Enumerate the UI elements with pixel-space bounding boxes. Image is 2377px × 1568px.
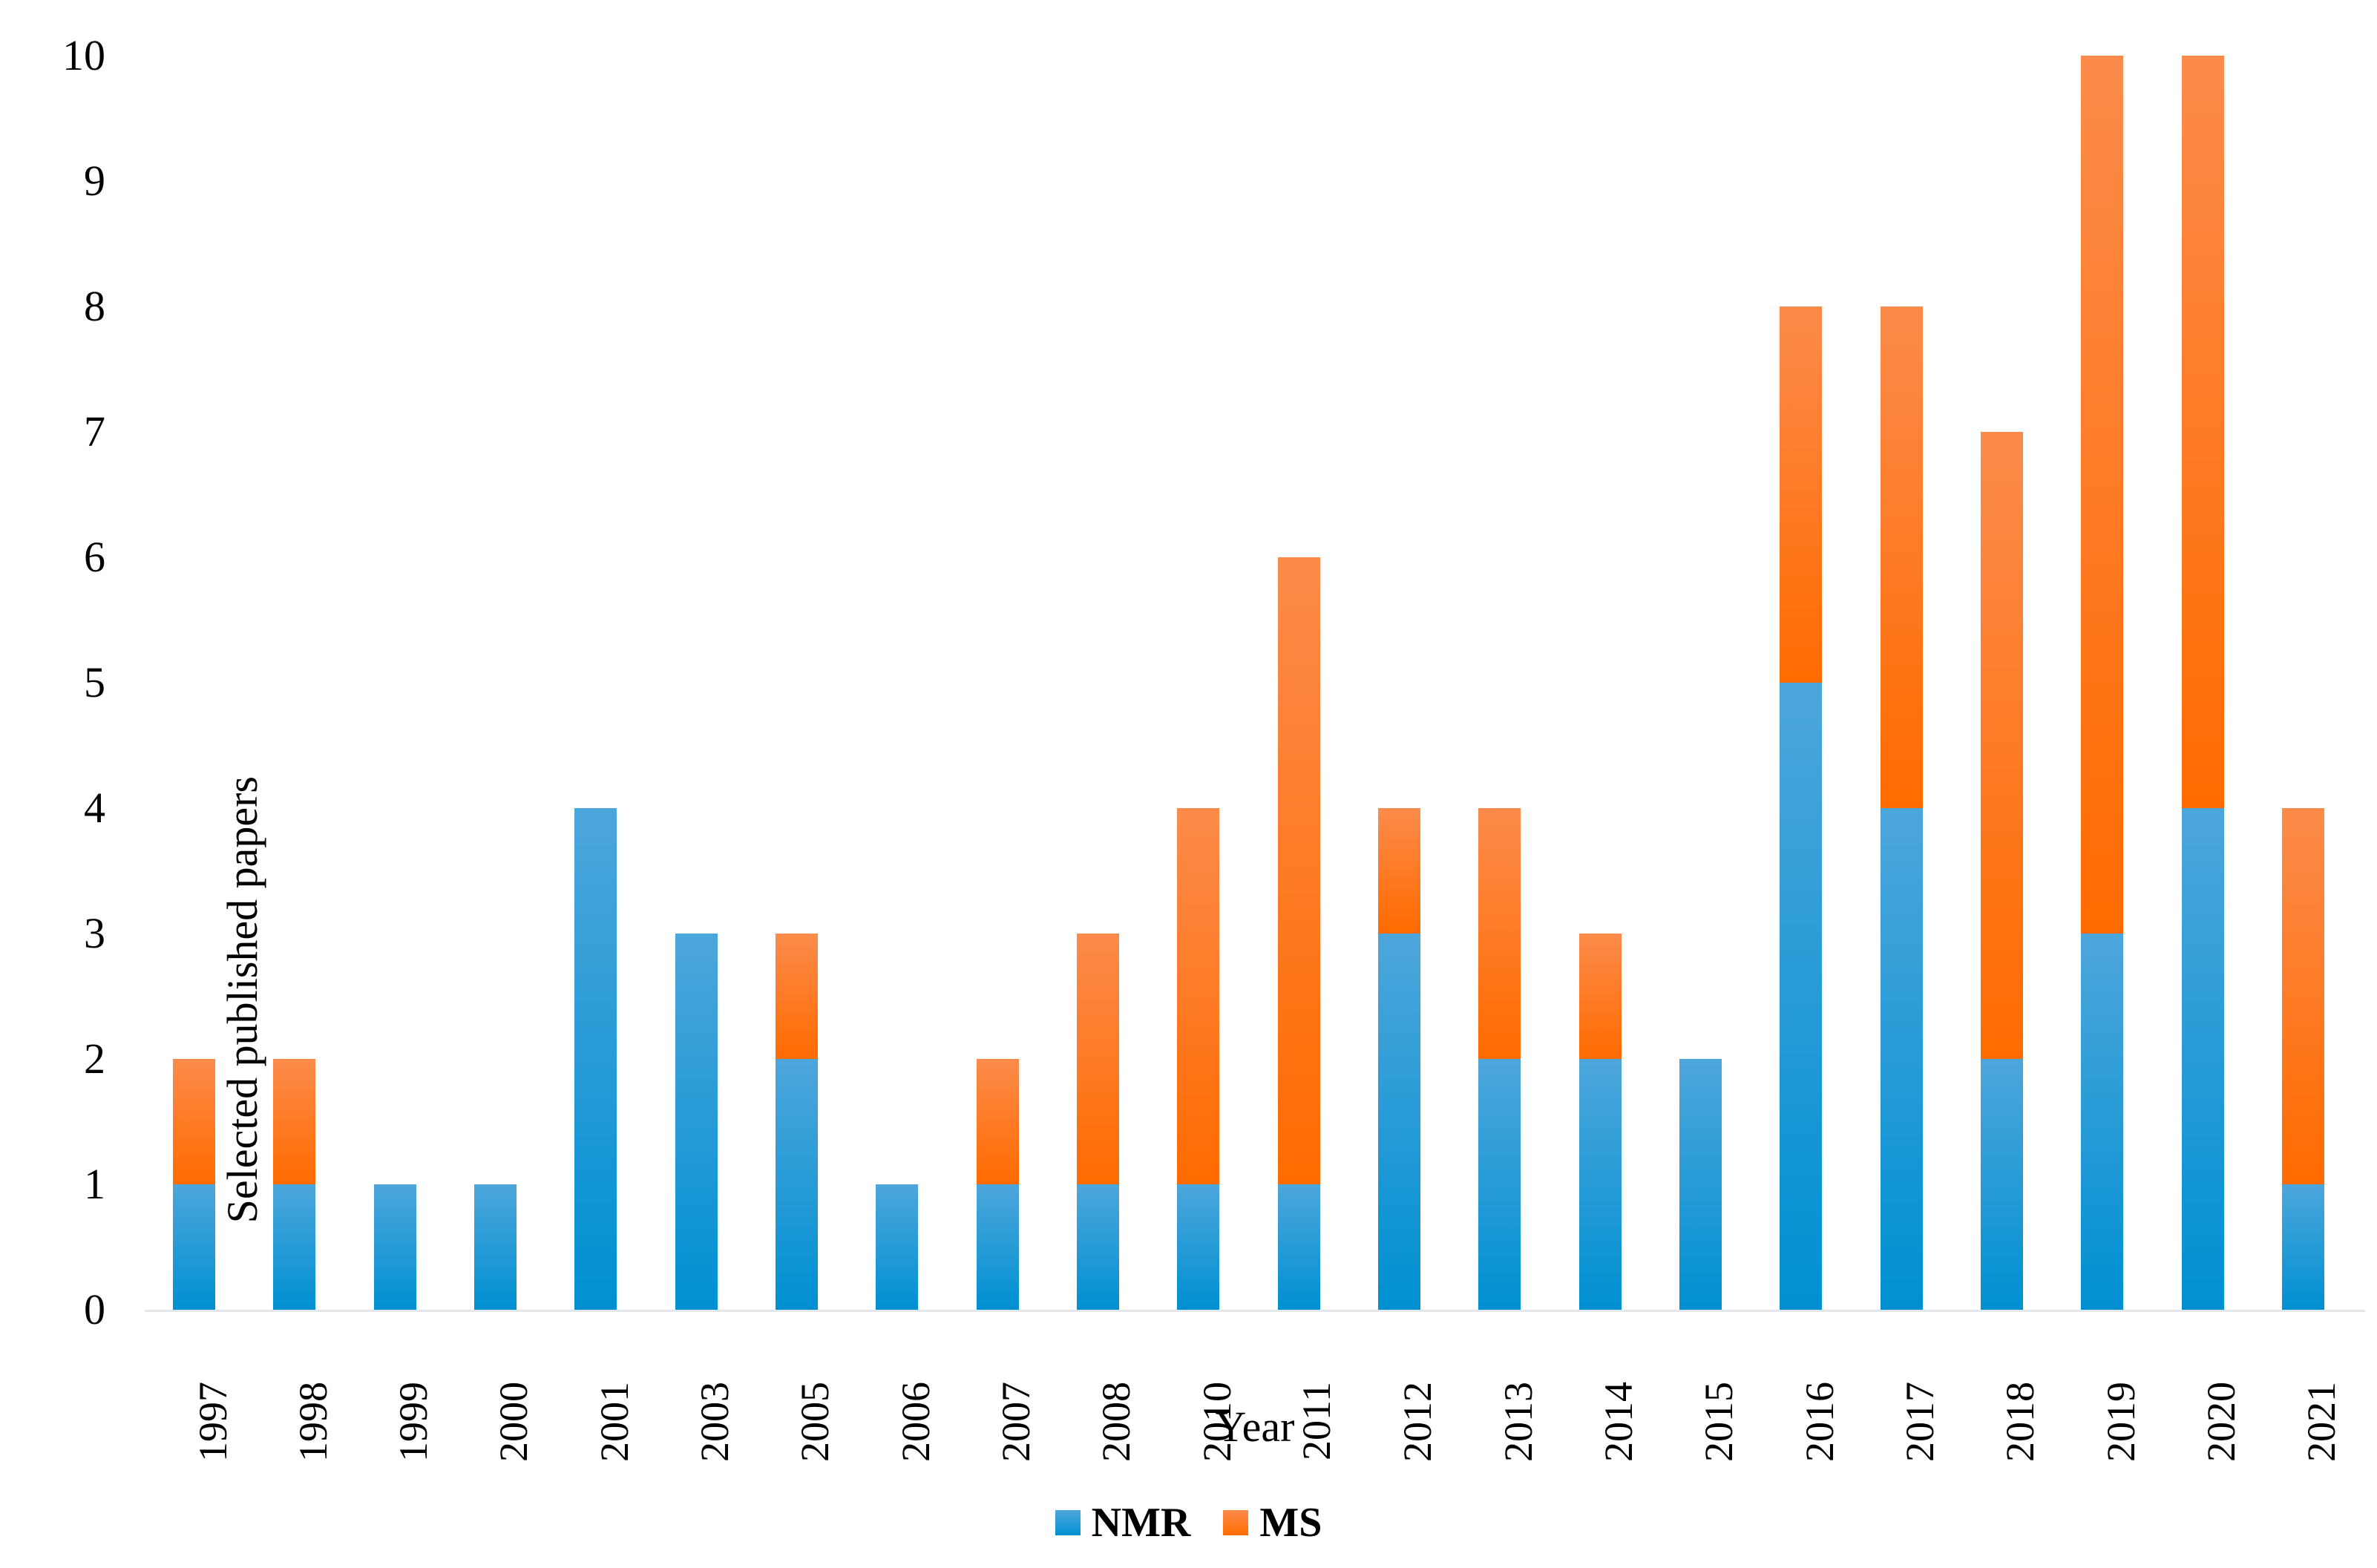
bar-segment-nmr-1998 (273, 1184, 316, 1310)
bar-segment-nmr-2007 (976, 1184, 1019, 1310)
bar-segment-ms-1997 (173, 1059, 215, 1184)
bar-segment-ms-1998 (273, 1059, 316, 1184)
y-tick-label: 6 (84, 533, 105, 581)
bar-segment-nmr-2013 (1478, 1059, 1521, 1310)
y-tick-label: 0 (84, 1285, 105, 1334)
y-tick-label: 3 (84, 909, 105, 957)
bar-segment-nmr-2006 (876, 1184, 919, 1310)
bar-segment-ms-2013 (1478, 808, 1521, 1059)
bar-segment-ms-2020 (2181, 56, 2224, 808)
y-tick-label: 2 (84, 1034, 105, 1083)
legend-label-nmr: NMR (1091, 1500, 1191, 1546)
bar-segment-nmr-2001 (574, 808, 617, 1310)
bar-segment-nmr-2008 (1076, 1184, 1119, 1310)
bar-segment-ms-2016 (1780, 306, 1823, 683)
bar-segment-nmr-2005 (775, 1059, 818, 1310)
y-tick-label: 10 (62, 31, 105, 79)
bar-segment-ms-2014 (1578, 934, 1622, 1059)
bar-segment-nmr-2019 (2081, 934, 2124, 1310)
y-tick-label: 4 (84, 784, 105, 832)
x-axis-title: Year (1215, 1403, 1295, 1451)
bar-segment-ms-2007 (976, 1059, 1019, 1184)
legend-item-nmr: NMR (1055, 1500, 1191, 1546)
y-tick-label: 5 (84, 658, 105, 706)
bar-segment-ms-2017 (1880, 306, 1923, 808)
x-axis-line (145, 1310, 2365, 1312)
bar-segment-ms-2005 (775, 934, 818, 1059)
legend-item-ms: MS (1223, 1500, 1322, 1545)
bar-segment-ms-2018 (1980, 432, 2023, 1059)
y-tick-label: 9 (84, 157, 105, 205)
bar-segment-nmr-2003 (675, 934, 718, 1310)
bar-segment-ms-2010 (1177, 808, 1220, 1184)
bar-segment-ms-2021 (2281, 808, 2324, 1184)
y-tick-label: 1 (84, 1160, 105, 1208)
bar-segment-ms-2011 (1277, 557, 1320, 1184)
bar-segment-nmr-2015 (1679, 1059, 1722, 1310)
bar-segment-ms-2008 (1076, 934, 1119, 1184)
bar-segment-nmr-2010 (1177, 1184, 1220, 1310)
bar-segment-nmr-2000 (473, 1184, 517, 1310)
bar-segment-nmr-2017 (1880, 808, 1923, 1310)
y-tick-label: 7 (84, 407, 105, 456)
bar-segment-ms-2019 (2081, 56, 2124, 934)
bar-segment-nmr-1997 (173, 1184, 215, 1310)
y-axis-title: Selected published papers (218, 776, 267, 1224)
bar-segment-nmr-2016 (1780, 683, 1823, 1310)
bar-segment-nmr-2014 (1578, 1059, 1622, 1310)
bar-segment-nmr-2011 (1277, 1184, 1320, 1310)
bar-segment-nmr-2012 (1377, 934, 1420, 1310)
legend: NMR MS (0, 1500, 2377, 1545)
bar-segment-nmr-2018 (1980, 1059, 2023, 1310)
legend-key-nmr (1055, 1510, 1081, 1535)
legend-key-ms (1223, 1510, 1249, 1535)
bar-segment-nmr-2021 (2281, 1184, 2324, 1310)
y-tick-label: 8 (84, 282, 105, 330)
bar-segment-nmr-1999 (373, 1184, 416, 1310)
bar-segment-ms-2012 (1377, 808, 1420, 934)
legend-label-ms: MS (1259, 1500, 1322, 1546)
bar-segment-nmr-2020 (2181, 808, 2224, 1310)
